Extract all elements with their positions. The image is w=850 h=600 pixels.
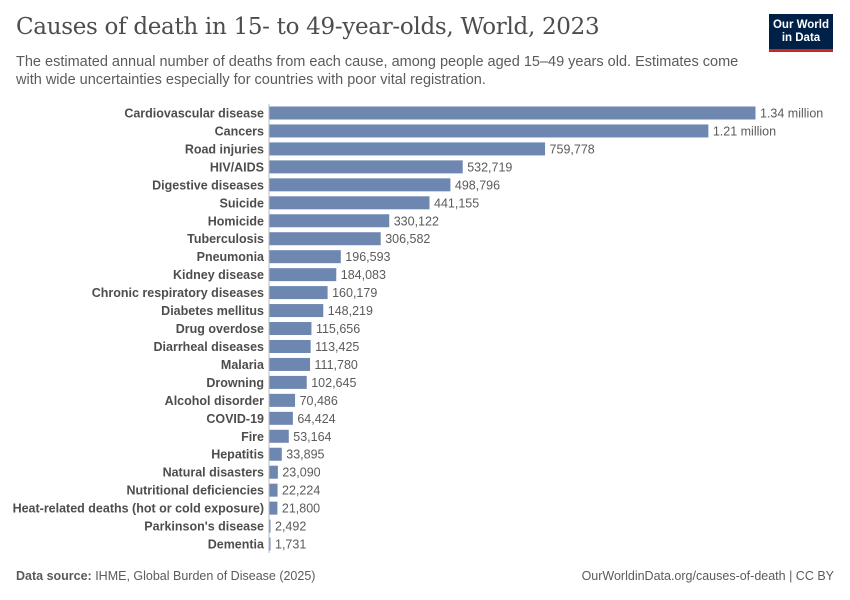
value-label: 306,582 — [385, 232, 430, 246]
category-label: Pneumonia — [197, 250, 265, 264]
category-label: Dementia — [208, 538, 265, 552]
category-label: Cancers — [215, 124, 264, 138]
value-label: 196,593 — [345, 250, 390, 264]
bar[interactable] — [269, 250, 341, 264]
category-label: Drug overdose — [176, 322, 264, 336]
bar[interactable] — [269, 142, 546, 156]
category-label: Fire — [241, 430, 264, 444]
value-label: 33,895 — [286, 448, 324, 462]
value-label: 113,425 — [315, 340, 359, 354]
bar[interactable] — [269, 519, 271, 533]
category-label: Kidney disease — [173, 268, 264, 282]
category-label: Drowning — [206, 376, 264, 390]
bar[interactable] — [269, 286, 328, 300]
bar[interactable] — [269, 483, 278, 497]
value-label: 498,796 — [455, 178, 500, 192]
value-label: 532,719 — [467, 160, 512, 174]
category-label: Cardiovascular disease — [124, 107, 264, 121]
bar[interactable] — [269, 465, 278, 479]
value-label: 70,486 — [300, 394, 338, 408]
chart-title: Causes of death in 15- to 49-year-olds, … — [16, 14, 600, 40]
category-label: Natural disasters — [163, 466, 264, 480]
bar[interactable] — [269, 393, 296, 407]
category-label: Nutritional deficiencies — [126, 484, 264, 498]
category-label: Diabetes mellitus — [161, 304, 264, 318]
category-label: Suicide — [220, 196, 265, 210]
bar[interactable] — [269, 124, 709, 138]
value-label: 2,492 — [275, 520, 306, 534]
bar[interactable] — [269, 501, 278, 515]
value-label: 1.34 million — [760, 107, 823, 121]
value-label: 23,090 — [282, 466, 320, 480]
bar[interactable] — [269, 268, 337, 282]
bar[interactable] — [269, 339, 311, 353]
value-label: 441,155 — [434, 196, 479, 210]
category-label: COVID-19 — [206, 412, 264, 426]
value-label: 759,778 — [550, 142, 595, 156]
chart-subtitle: The estimated annual number of deaths fr… — [16, 54, 739, 88]
value-label: 1.21 million — [713, 124, 776, 138]
footer-url[interactable]: OurWorldinData.org/causes-of-death | CC … — [581, 569, 834, 583]
bar[interactable] — [269, 447, 282, 461]
category-label: Malaria — [221, 358, 265, 372]
category-label: Road injuries — [185, 142, 264, 156]
value-label: 22,224 — [282, 484, 320, 498]
owid-logo[interactable]: Our World in Data — [769, 14, 833, 52]
value-label: 64,424 — [297, 412, 335, 426]
category-label: Alcohol disorder — [165, 394, 264, 408]
bar[interactable] — [269, 196, 430, 210]
value-label: 53,164 — [293, 430, 331, 444]
category-label: Chronic respiratory diseases — [92, 286, 264, 300]
value-label: 330,122 — [394, 214, 439, 228]
category-label: Parkinson's disease — [144, 520, 264, 534]
value-label: 148,219 — [328, 304, 373, 318]
bar[interactable] — [269, 232, 381, 246]
bar[interactable] — [269, 304, 324, 318]
source-label: Data source: — [16, 569, 92, 583]
category-label: Tuberculosis — [187, 232, 264, 246]
value-label: 184,083 — [341, 268, 386, 282]
bar[interactable] — [269, 322, 312, 336]
bar[interactable] — [269, 214, 390, 228]
category-label: Homicide — [208, 214, 264, 228]
bar[interactable] — [269, 178, 451, 192]
value-label: 111,780 — [315, 358, 358, 372]
category-label: Digestive diseases — [152, 178, 264, 192]
source-text[interactable]: IHME, Global Burden of Disease (2025) — [91, 569, 316, 583]
bar[interactable] — [269, 537, 271, 551]
bar[interactable] — [269, 106, 756, 120]
data-source: Data source: IHME, Global Burden of Dise… — [16, 569, 315, 583]
bar[interactable] — [269, 160, 463, 174]
value-label: 21,800 — [282, 502, 320, 516]
bar[interactable] — [269, 357, 311, 371]
bar[interactable] — [269, 429, 289, 443]
category-label: Heat-related deaths (hot or cold exposur… — [13, 502, 264, 516]
value-label: 1,731 — [275, 538, 306, 552]
category-label: HIV/AIDS — [210, 160, 264, 174]
bar[interactable] — [269, 375, 307, 389]
bar[interactable] — [269, 411, 293, 425]
category-label: Hepatitis — [211, 448, 264, 462]
value-label: 115,656 — [316, 322, 360, 336]
value-label: 102,645 — [311, 376, 356, 390]
value-label: 160,179 — [332, 286, 377, 300]
category-label: Diarrheal diseases — [154, 340, 265, 354]
